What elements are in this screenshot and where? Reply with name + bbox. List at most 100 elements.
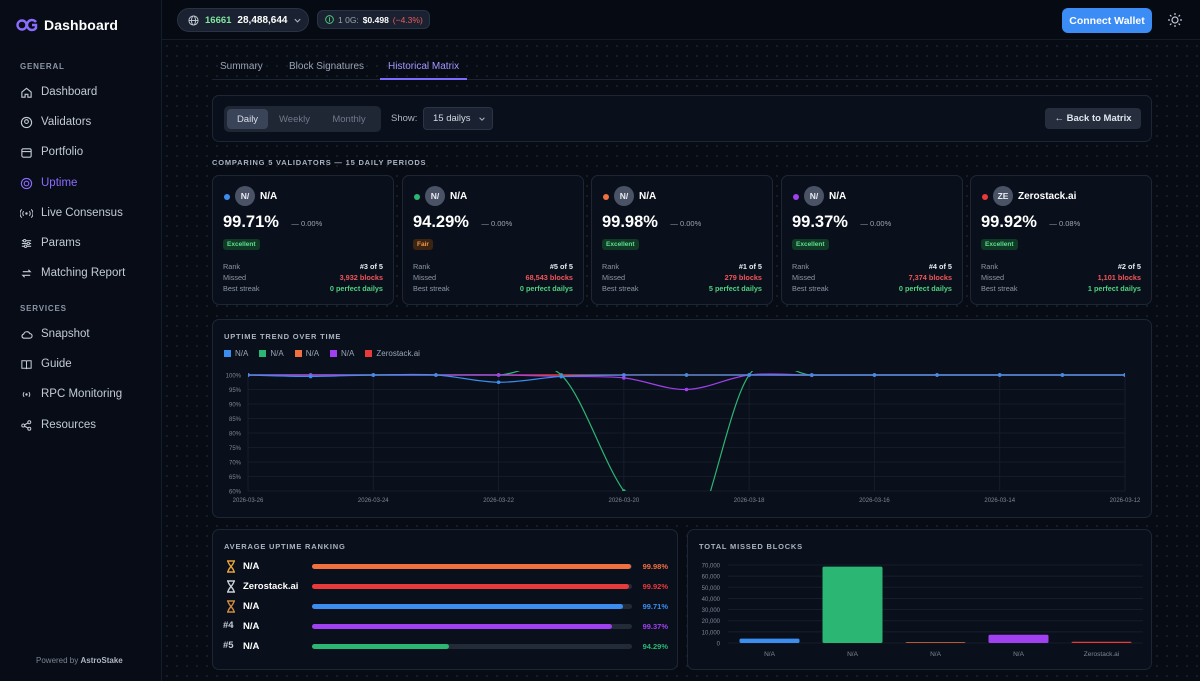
- legend-item[interactable]: Zerostack.ai: [365, 349, 420, 358]
- tab-summary[interactable]: Summary: [220, 61, 263, 72]
- y-tick-label: 70%: [229, 461, 242, 467]
- ranking-value: 99.98%: [642, 562, 668, 571]
- streak-row: Best streak 0 perfect dailys: [223, 284, 383, 293]
- price-value: $0.498: [362, 14, 389, 25]
- show-select[interactable]: 15 dailys: [423, 107, 493, 130]
- series-line[interactable]: [248, 362, 1125, 519]
- validator-card[interactable]: N/N/A 99.37% — 0.00% Excellent Rank #4 of 5 Mi…: [781, 175, 963, 305]
- data-point[interactable]: [997, 373, 1002, 377]
- period-monthly-button[interactable]: Monthly: [332, 113, 366, 125]
- connect-wallet-button[interactable]: Connect Wallet: [1062, 8, 1152, 33]
- uptime-percent: 99.71%: [223, 213, 279, 231]
- sidebar-item-label: Validators: [41, 116, 92, 128]
- y-tick-label: 50,000: [702, 586, 721, 592]
- tab-block-signatures[interactable]: Block Signatures: [289, 61, 365, 72]
- data-point[interactable]: [622, 489, 626, 493]
- sidebar-item-rpc-monitoring[interactable]: RPC Monitoring: [20, 384, 122, 404]
- bar[interactable]: [988, 634, 1049, 643]
- ranking-track: [312, 604, 632, 609]
- bar[interactable]: [739, 638, 800, 643]
- sidebar-item-validators[interactable]: Validators: [20, 112, 91, 132]
- sidebar-item-snapshot[interactable]: Snapshot: [20, 324, 90, 344]
- rank-value: #1 of 5: [738, 262, 762, 271]
- calendar-icon: [21, 147, 32, 158]
- data-point[interactable]: [1123, 373, 1127, 377]
- legend-item[interactable]: N/A: [294, 349, 319, 358]
- network-selector[interactable]: 16661 28,488,644: [177, 8, 309, 32]
- data-point[interactable]: [809, 373, 814, 377]
- legend-swatch: [259, 350, 267, 357]
- validator-card[interactable]: N/N/A 99.98% — 0.00% Excellent Rank #1 of 5 Mi…: [591, 175, 773, 305]
- legend-item[interactable]: N/A: [330, 349, 354, 358]
- x-tick-label: N/A: [847, 651, 859, 658]
- data-point[interactable]: [622, 376, 626, 380]
- validator-card[interactable]: N/N/A 94.29% — 0.00% Fair Rank #5 of 5 Missed 6…: [402, 175, 584, 305]
- data-point[interactable]: [872, 373, 877, 377]
- y-tick-label: 70,000: [702, 564, 721, 570]
- data-point[interactable]: [371, 373, 376, 377]
- period-daily-button[interactable]: Daily: [227, 109, 268, 129]
- validator-card[interactable]: ZE Zerostack.ai 99.92% — 0.08% Excellent Rank…: [970, 175, 1152, 305]
- streak-label: Best streak: [223, 284, 260, 293]
- sliders-icon: [21, 238, 32, 248]
- missed-row: Missed 279 blocks: [602, 273, 762, 282]
- y-tick-label: 40,000: [702, 597, 721, 603]
- status-badge: Fair: [413, 239, 433, 250]
- data-point[interactable]: [622, 373, 626, 377]
- back-to-matrix-button[interactable]: ← Back to Matrix: [1045, 108, 1141, 129]
- ranking-name: N/A: [243, 621, 260, 632]
- show-select-value: 15 dailys: [433, 113, 471, 124]
- sidebar-item-uptime[interactable]: Uptime: [20, 173, 77, 193]
- sidebar-item-guide[interactable]: Guide: [20, 354, 72, 374]
- sidebar-item-portfolio[interactable]: Portfolio: [20, 142, 83, 162]
- data-point[interactable]: [246, 373, 250, 377]
- sidebar-item-dashboard[interactable]: Dashboard: [20, 82, 97, 102]
- data-point[interactable]: [684, 373, 689, 377]
- legend-label: Zerostack.ai: [376, 349, 420, 358]
- legend-item[interactable]: N/A: [259, 349, 284, 358]
- logo-icon: [16, 18, 38, 32]
- sidebar-item-label: Snapshot: [41, 328, 90, 340]
- uptime-percent: 99.37%: [792, 213, 848, 231]
- period-weekly-button[interactable]: Weekly: [279, 113, 310, 125]
- ranking-row: #4 N/A 99.37%: [223, 620, 668, 634]
- sidebar-item-live-consensus[interactable]: Live Consensus: [20, 203, 123, 223]
- x-tick-label: N/A: [1013, 651, 1025, 658]
- series-dot: [982, 194, 988, 200]
- tab-historical-matrix[interactable]: Historical Matrix: [388, 61, 460, 72]
- streak-value: 5 perfect dailys: [708, 284, 762, 293]
- missed-label: Missed: [602, 273, 626, 282]
- data-point[interactable]: [496, 373, 501, 377]
- y-tick-label: 60%: [229, 490, 242, 496]
- sidebar-item-resources[interactable]: Resources: [20, 415, 96, 435]
- data-point[interactable]: [496, 380, 501, 385]
- ranking-row: #5 N/A 94.29%: [223, 640, 668, 654]
- y-tick-label: 80%: [229, 432, 242, 438]
- sidebar-item-label: Matching Report: [41, 267, 126, 279]
- data-point[interactable]: [935, 373, 939, 377]
- validator-name: N/A: [639, 191, 657, 202]
- ranking-name: N/A: [243, 601, 260, 612]
- brand[interactable]: Dashboard: [16, 14, 118, 36]
- powered-brand[interactable]: AstroStake: [80, 656, 123, 665]
- data-point[interactable]: [434, 373, 438, 377]
- powered-prefix: Powered by: [36, 656, 79, 665]
- bar[interactable]: [1071, 641, 1132, 643]
- arrows-icon: [21, 268, 32, 278]
- block-count: 28,488,644: [237, 14, 288, 26]
- sidebar-item-matching-report[interactable]: Matching Report: [20, 263, 125, 283]
- data-point[interactable]: [684, 387, 689, 392]
- y-tick-label: 90%: [229, 403, 242, 409]
- data-point[interactable]: [559, 374, 564, 379]
- sidebar-item-params[interactable]: Params: [20, 233, 81, 253]
- legend-item[interactable]: N/A: [224, 349, 248, 358]
- bar[interactable]: [905, 642, 966, 643]
- data-point[interactable]: [308, 374, 313, 379]
- validator-card[interactable]: N/N/A 99.71% — 0.00% Excellent Rank #3 of 5 Mi…: [212, 175, 394, 305]
- bar[interactable]: [822, 566, 883, 643]
- data-point[interactable]: [747, 373, 751, 377]
- data-point[interactable]: [1060, 373, 1065, 377]
- sun-icon[interactable]: [1167, 12, 1183, 28]
- tabs: Summary Block Signatures Historical Matr…: [212, 55, 1152, 80]
- y-tick-label: 20,000: [702, 619, 721, 625]
